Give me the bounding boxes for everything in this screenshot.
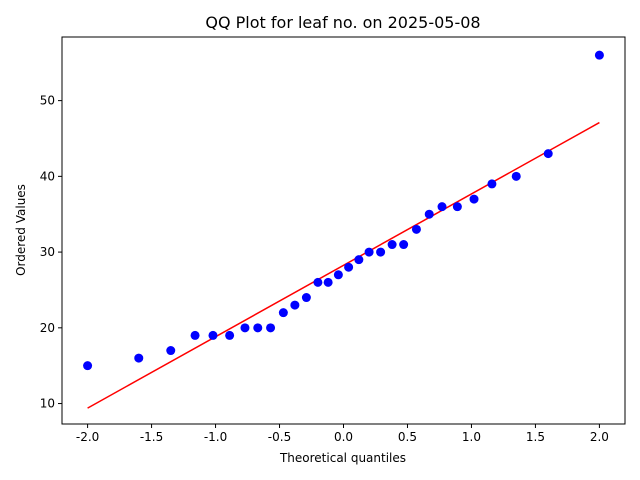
data-point <box>511 171 521 181</box>
y-axis-label: Ordered Values <box>14 184 28 276</box>
y-tick-label: 20 <box>40 321 55 335</box>
axes-frame <box>61 36 626 425</box>
x-tick-label: 2.0 <box>590 430 609 444</box>
chart-title: QQ Plot for leaf no. on 2025-05-08 <box>205 13 480 32</box>
data-point <box>376 247 386 257</box>
x-tick-label: -1.0 <box>204 430 227 444</box>
y-tick-label: 30 <box>40 245 55 259</box>
data-point <box>452 202 462 212</box>
y-tick-label: 50 <box>40 94 55 108</box>
data-point <box>290 300 300 310</box>
data-point <box>208 330 218 340</box>
data-point <box>387 240 397 250</box>
data-point <box>487 179 497 189</box>
x-tick-label: 1.0 <box>462 430 481 444</box>
x-tick-label: -0.5 <box>268 430 291 444</box>
x-axis-label: Theoretical quantiles <box>279 451 406 465</box>
data-point <box>333 270 343 280</box>
data-point <box>424 209 434 219</box>
data-point <box>543 149 553 159</box>
fit-line <box>87 121 600 409</box>
x-axis: -2.0 -1.5 -1.0 -0.5 0.0 0.5 1.0 1.5 2.0 <box>76 424 609 444</box>
y-tick-label: 40 <box>40 169 55 183</box>
x-tick-label: -1.5 <box>140 430 163 444</box>
data-point <box>323 277 333 287</box>
plot-area <box>83 50 604 409</box>
data-point <box>364 247 374 257</box>
x-tick-label: 1.5 <box>526 430 545 444</box>
data-point <box>399 240 409 250</box>
data-point <box>594 50 604 60</box>
data-point <box>240 323 250 333</box>
data-point <box>253 323 263 333</box>
data-point <box>225 330 235 340</box>
data-point <box>437 202 447 212</box>
data-point <box>313 277 323 287</box>
y-tick-label: 10 <box>40 397 55 411</box>
x-tick-label: 0.5 <box>398 430 417 444</box>
data-point <box>83 361 93 371</box>
x-tick-label: 0.0 <box>334 430 353 444</box>
data-point <box>190 330 200 340</box>
x-tick-label: -2.0 <box>76 430 99 444</box>
data-point <box>354 255 364 265</box>
y-axis: 10 20 30 40 50 <box>40 94 62 411</box>
data-point <box>469 194 479 204</box>
data-point <box>266 323 276 333</box>
data-point <box>411 224 421 234</box>
data-point <box>278 308 288 318</box>
data-point <box>134 353 144 363</box>
data-point <box>166 346 176 356</box>
data-point <box>344 262 354 272</box>
data-point <box>301 293 311 303</box>
